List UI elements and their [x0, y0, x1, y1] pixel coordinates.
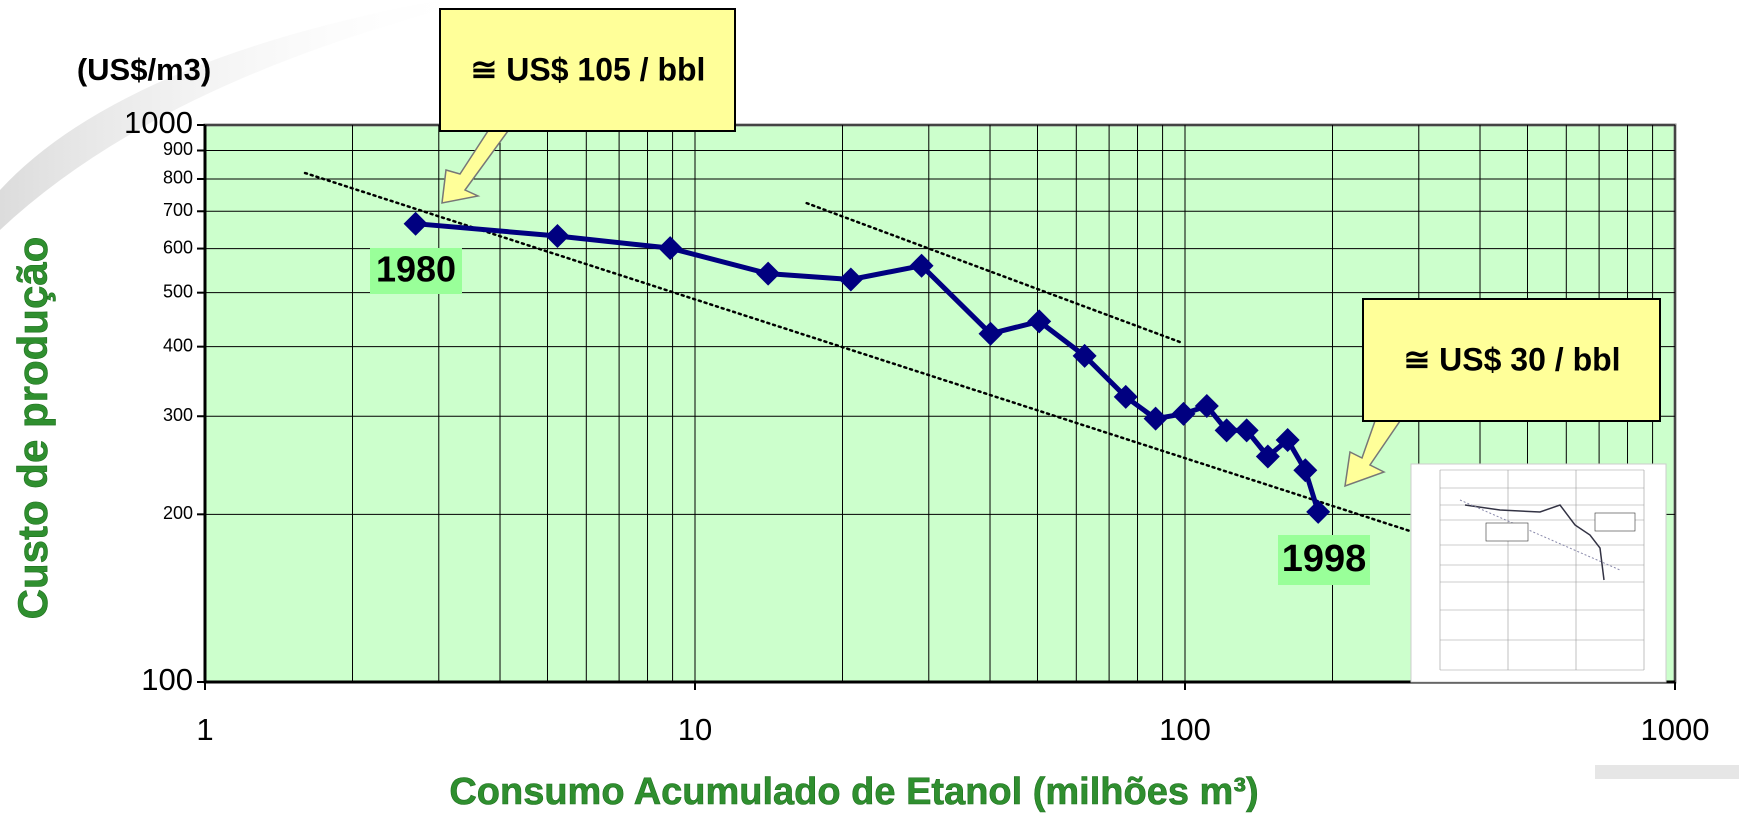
x-axis-label: Consumo Acumulado de Etanol (milhões m³): [449, 771, 1258, 813]
callout-text: ≅ US$ 30 / bbl: [1403, 341, 1620, 377]
trend-line: [303, 171, 1410, 532]
data-point: [1113, 384, 1138, 409]
y-tick-label: 600: [163, 237, 193, 257]
data-point: [1214, 418, 1239, 443]
data-point: [909, 253, 934, 278]
callout-text: ≅ US$ 105 / bbl: [471, 51, 706, 87]
inset-thumbnail: [1410, 463, 1667, 683]
x-tick-label: 10: [678, 712, 712, 747]
background-bar: [1595, 765, 1739, 779]
y-tick-label: 200: [163, 503, 193, 523]
y-tick-label: 700: [163, 200, 193, 220]
callout-box: [439, 8, 736, 132]
data-point: [1306, 499, 1331, 524]
x-tick-label: 1000: [1641, 712, 1710, 747]
x-tick-label: 100: [1159, 712, 1211, 747]
year-label: 1980: [376, 249, 456, 290]
x-tick-label: 1: [196, 712, 213, 747]
data-point: [978, 321, 1003, 346]
y-tick-label: 1000: [124, 105, 193, 140]
year-label-bg: [370, 248, 462, 294]
data-point: [756, 261, 781, 286]
y-tick-label: 300: [163, 405, 193, 425]
y-axis-label: Custo de produção: [9, 237, 56, 620]
trend-line: [805, 201, 1183, 344]
y-tick-label: 100: [141, 662, 193, 697]
data-point: [1143, 406, 1168, 431]
data-point: [545, 224, 570, 249]
year-label: 1998: [1282, 538, 1367, 580]
callout-arrow: [1344, 420, 1402, 488]
data-point: [1255, 444, 1280, 469]
data-point: [1293, 458, 1318, 483]
data-point: [1275, 427, 1300, 452]
y-tick-label: 500: [163, 281, 193, 301]
background-swoosh: [0, 0, 480, 230]
data-point: [838, 267, 863, 292]
unit-label: (US$/m3): [77, 52, 211, 87]
marks: [303, 171, 1410, 532]
callout-box: [1362, 298, 1661, 422]
data-point: [1072, 343, 1097, 368]
data-point: [1027, 309, 1052, 334]
data-point: [1171, 401, 1196, 426]
data-point: [403, 211, 428, 236]
data-point: [1194, 393, 1219, 418]
y-tick-label: 800: [163, 168, 193, 188]
y-tick-label: 400: [163, 335, 193, 355]
callout-arrow: [441, 130, 510, 204]
data-point: [1234, 418, 1259, 443]
year-label-bg: [1278, 535, 1370, 585]
data-point: [658, 236, 683, 261]
y-tick-label: 900: [163, 139, 193, 159]
